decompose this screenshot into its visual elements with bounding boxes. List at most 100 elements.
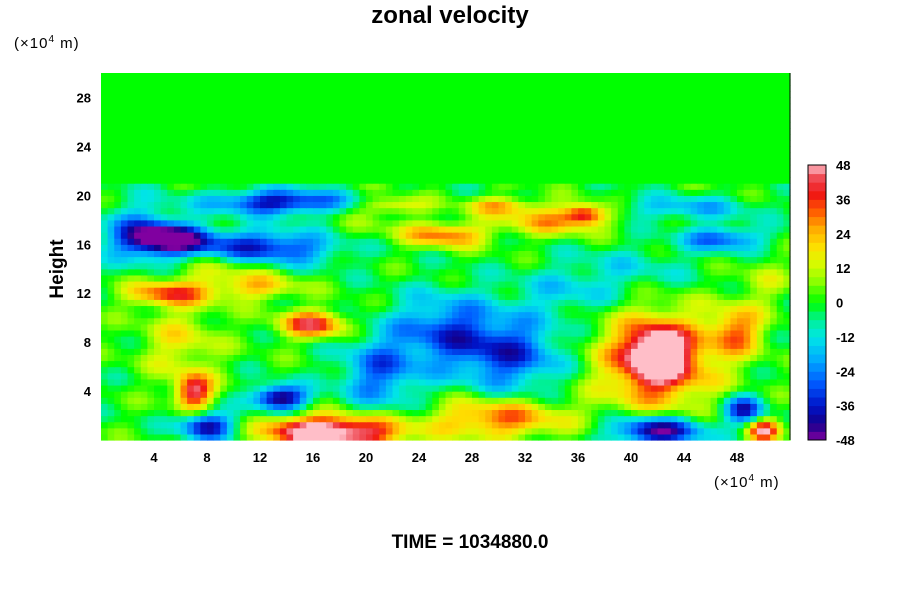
heatmap-cell xyxy=(604,268,612,276)
heatmap-cell xyxy=(597,421,606,429)
heatmap-cell xyxy=(617,176,625,184)
heatmap-cell xyxy=(140,391,148,398)
heatmap-cell xyxy=(750,403,758,411)
heatmap-cell xyxy=(458,232,466,239)
heatmap-cell xyxy=(306,232,314,239)
heatmap-cell xyxy=(624,195,632,203)
heatmap-cell xyxy=(226,305,235,313)
heatmap-cell xyxy=(617,354,625,362)
heatmap-cell xyxy=(703,366,712,374)
heatmap-cell xyxy=(200,250,208,258)
heatmap-cell xyxy=(617,183,625,190)
heatmap-cell xyxy=(472,219,480,227)
heatmap-cell xyxy=(293,287,301,294)
heatmap-cell xyxy=(564,360,572,368)
heatmap-cell xyxy=(458,195,466,203)
heatmap-cell xyxy=(299,219,307,227)
heatmap-cell xyxy=(366,152,374,160)
heatmap-cell xyxy=(134,311,142,319)
heatmap-cell xyxy=(591,213,599,221)
heatmap-cell xyxy=(134,268,142,276)
heatmap-cell xyxy=(690,244,698,251)
heatmap-cell xyxy=(776,262,784,270)
heatmap-cell xyxy=(154,183,162,190)
heatmap-cell xyxy=(723,207,731,215)
heatmap-cell xyxy=(783,397,791,404)
heatmap-cell xyxy=(226,274,235,282)
heatmap-cell xyxy=(551,293,559,300)
heatmap-cell xyxy=(637,158,645,166)
heatmap-cell xyxy=(717,152,725,160)
heatmap-cell xyxy=(279,366,288,374)
heatmap-cell xyxy=(743,164,751,172)
heatmap-cell xyxy=(571,207,579,215)
heatmap-cell xyxy=(273,397,281,404)
heatmap-cell xyxy=(465,225,473,233)
heatmap-cell xyxy=(326,287,334,294)
heatmap-cell xyxy=(611,268,619,276)
heatmap-cell xyxy=(213,225,221,233)
heatmap-cell xyxy=(313,176,321,184)
heatmap-cell xyxy=(379,305,387,313)
heatmap-cell xyxy=(326,409,334,417)
heatmap-cell xyxy=(359,158,367,166)
heatmap-cell xyxy=(756,146,765,154)
heatmap-cell xyxy=(107,287,115,294)
heatmap-cell xyxy=(578,195,586,203)
heatmap-cell xyxy=(776,213,784,221)
heatmap-cell xyxy=(120,280,129,288)
heatmap-cell xyxy=(154,403,162,411)
heatmap-cell xyxy=(703,225,712,233)
heatmap-cell xyxy=(538,256,546,264)
heatmap-cell xyxy=(134,299,142,307)
heatmap-cell xyxy=(637,317,645,325)
heatmap-cell xyxy=(551,360,559,368)
heatmap-cell xyxy=(120,323,129,331)
heatmap-cell xyxy=(419,201,427,209)
heatmap-cell xyxy=(432,268,440,276)
heatmap-cell xyxy=(518,293,526,300)
heatmap-cell xyxy=(558,195,566,203)
heatmap-cell xyxy=(286,336,294,343)
heatmap-cell xyxy=(544,299,553,307)
heatmap-cell xyxy=(193,299,201,307)
heatmap-cell xyxy=(465,354,473,362)
heatmap-cell xyxy=(684,280,692,288)
heatmap-cell xyxy=(730,164,738,172)
heatmap-cell xyxy=(644,207,652,215)
heatmap-cell xyxy=(624,225,632,233)
heatmap-cell xyxy=(664,244,672,251)
heatmap-cell xyxy=(346,158,354,166)
heatmap-cell xyxy=(776,323,784,331)
heatmap-cell xyxy=(359,342,367,349)
heatmap-cell xyxy=(717,207,725,215)
heatmap-cell xyxy=(756,219,765,227)
heatmap-cell xyxy=(213,274,221,282)
heatmap-cell xyxy=(617,262,625,270)
heatmap-cell xyxy=(127,366,135,374)
heatmap-cell xyxy=(657,384,665,392)
heatmap-cell xyxy=(279,305,288,313)
heatmap-cell xyxy=(564,250,572,258)
heatmap-cell xyxy=(339,348,347,355)
heatmap-cell xyxy=(518,378,526,386)
heatmap-cell xyxy=(637,262,645,270)
heatmap-cell xyxy=(750,201,758,209)
heatmap-cell xyxy=(313,170,321,178)
heatmap-cell xyxy=(485,421,493,429)
heatmap-cell xyxy=(385,164,394,172)
heatmap-cell xyxy=(260,397,268,404)
heatmap-cell xyxy=(379,366,387,374)
heatmap-cell xyxy=(187,317,195,325)
heatmap-cell xyxy=(783,238,791,245)
heatmap-cell xyxy=(339,342,347,349)
heatmap-cell xyxy=(438,372,447,380)
heatmap-cell xyxy=(419,262,427,270)
heatmap-cell xyxy=(472,170,480,178)
heatmap-cell xyxy=(359,299,367,307)
heatmap-cell xyxy=(783,360,791,368)
heatmap-cell xyxy=(154,415,162,423)
heatmap-cell xyxy=(703,323,712,331)
heatmap-cell xyxy=(690,403,698,411)
heatmap-cell xyxy=(737,299,745,307)
